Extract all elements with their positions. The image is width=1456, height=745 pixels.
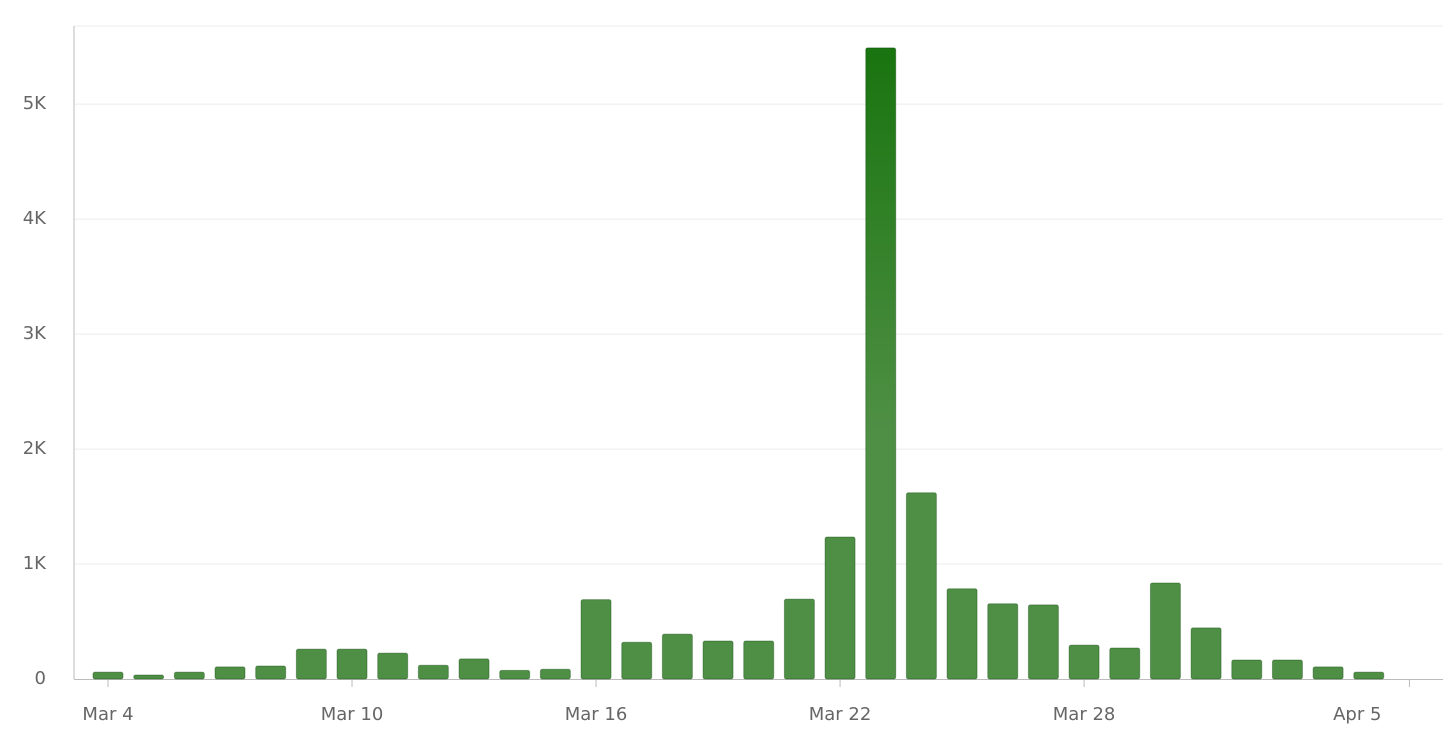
bar — [1353, 671, 1385, 680]
bar — [92, 671, 124, 680]
bar — [661, 633, 693, 680]
bar — [214, 666, 246, 680]
bar — [905, 492, 937, 680]
bar — [1271, 659, 1303, 680]
bar — [824, 536, 856, 680]
bar — [255, 665, 287, 680]
bar — [946, 588, 978, 680]
bar — [580, 599, 612, 680]
bar — [1068, 644, 1100, 680]
bar — [377, 652, 409, 680]
bar — [865, 47, 897, 680]
x-tick-label: Apr 5 — [1333, 704, 1381, 725]
bar — [458, 658, 490, 680]
bar — [336, 648, 368, 680]
bar — [783, 598, 815, 680]
bar — [133, 674, 165, 680]
bar — [621, 641, 653, 680]
bar — [1190, 627, 1222, 680]
y-tick-label: 1K — [23, 553, 47, 574]
y-tick-label: 4K — [23, 208, 47, 229]
bar — [417, 664, 449, 680]
bar — [987, 603, 1019, 680]
bar — [1027, 604, 1059, 680]
bar — [743, 640, 775, 680]
x-tick-label: Mar 10 — [321, 704, 384, 725]
x-tick-label: Mar 22 — [809, 704, 872, 725]
bar — [1231, 659, 1263, 680]
y-tick-label: 5K — [23, 93, 47, 114]
x-tick-label: Mar 16 — [565, 704, 628, 725]
bar — [1149, 582, 1181, 680]
y-tick-label: 3K — [23, 323, 47, 344]
y-tick-label: 2K — [23, 438, 47, 459]
bar — [1109, 647, 1141, 680]
x-tick-label: Mar 28 — [1053, 704, 1116, 725]
bar — [1312, 666, 1344, 680]
x-tick-label: Mar 4 — [82, 704, 133, 725]
bar — [702, 640, 734, 680]
bar — [295, 648, 327, 680]
y-tick-label: 0 — [35, 668, 46, 689]
bar — [499, 669, 531, 680]
bar — [539, 668, 571, 680]
bar — [173, 671, 205, 680]
